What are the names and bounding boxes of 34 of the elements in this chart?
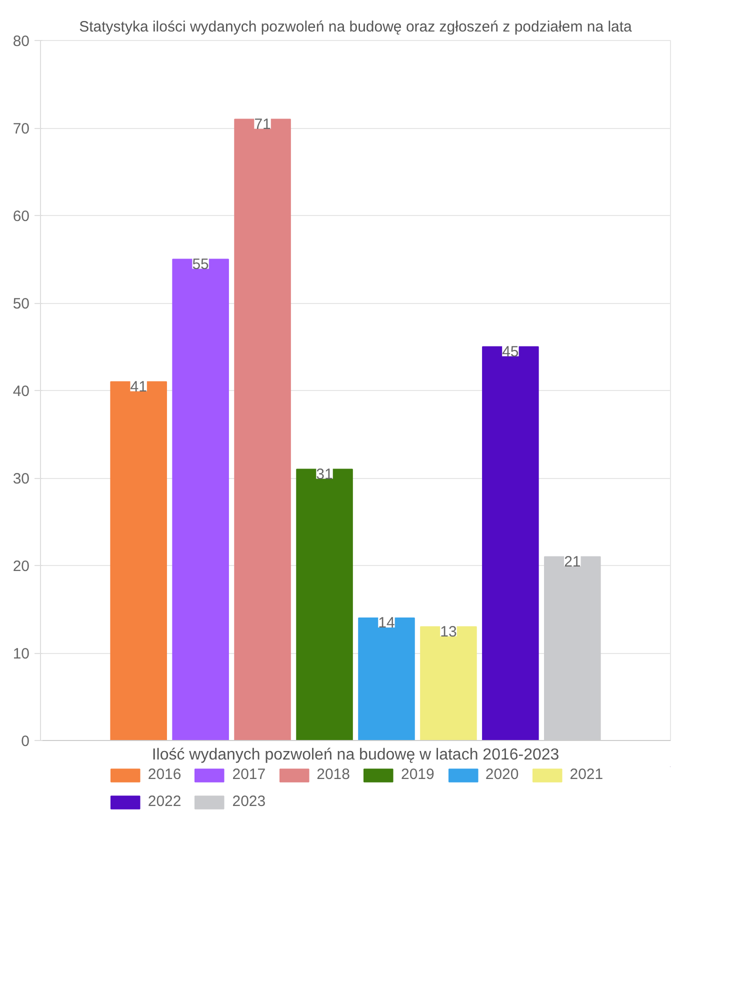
legend-label: 2020 (485, 766, 519, 783)
legend-label: 2018 (316, 766, 350, 783)
data-label: 71 (254, 116, 271, 133)
bar (482, 346, 539, 740)
legend-label: 2022 (148, 793, 182, 810)
data-label: 55 (192, 256, 209, 273)
legend-label: 2017 (232, 766, 266, 783)
data-label: 31 (316, 466, 333, 483)
y-tick-label: 20 (12, 558, 30, 575)
data-label: 21 (564, 553, 581, 570)
bar (110, 381, 167, 740)
data-label: 14 (378, 614, 395, 632)
y-tick-label: 60 (12, 208, 30, 225)
y-tick-label: 50 (12, 296, 30, 312)
bar (420, 626, 477, 740)
chart-title: Statystyka ilości wydanych pozwoleń na budowę oraz zgłoszeń z podziałem na lata (79, 18, 633, 36)
y-tick-label: 70 (12, 120, 30, 138)
bar (296, 468, 353, 740)
y-tick-label: 40 (12, 383, 30, 400)
legend-label: 2021 (570, 766, 604, 783)
legend-label: 2023 (232, 793, 266, 810)
legend-label: 2019 (401, 766, 434, 783)
data-label: 45 (502, 343, 519, 360)
bar (234, 118, 291, 740)
y-tick-label: 80 (12, 33, 30, 50)
bar (358, 618, 415, 740)
data-label: 41 (130, 378, 147, 396)
y-tick-label: 30 (12, 470, 30, 488)
data-label: 13 (440, 623, 457, 640)
bar (172, 258, 229, 740)
x-axis-title: Ilość wydanych pozwoleń na budowę w latach 2016-2023 (152, 746, 560, 764)
legend-label: 2016 (148, 766, 182, 783)
y-tick-label: 0 (21, 733, 30, 750)
y-tick-label: 10 (12, 646, 30, 662)
